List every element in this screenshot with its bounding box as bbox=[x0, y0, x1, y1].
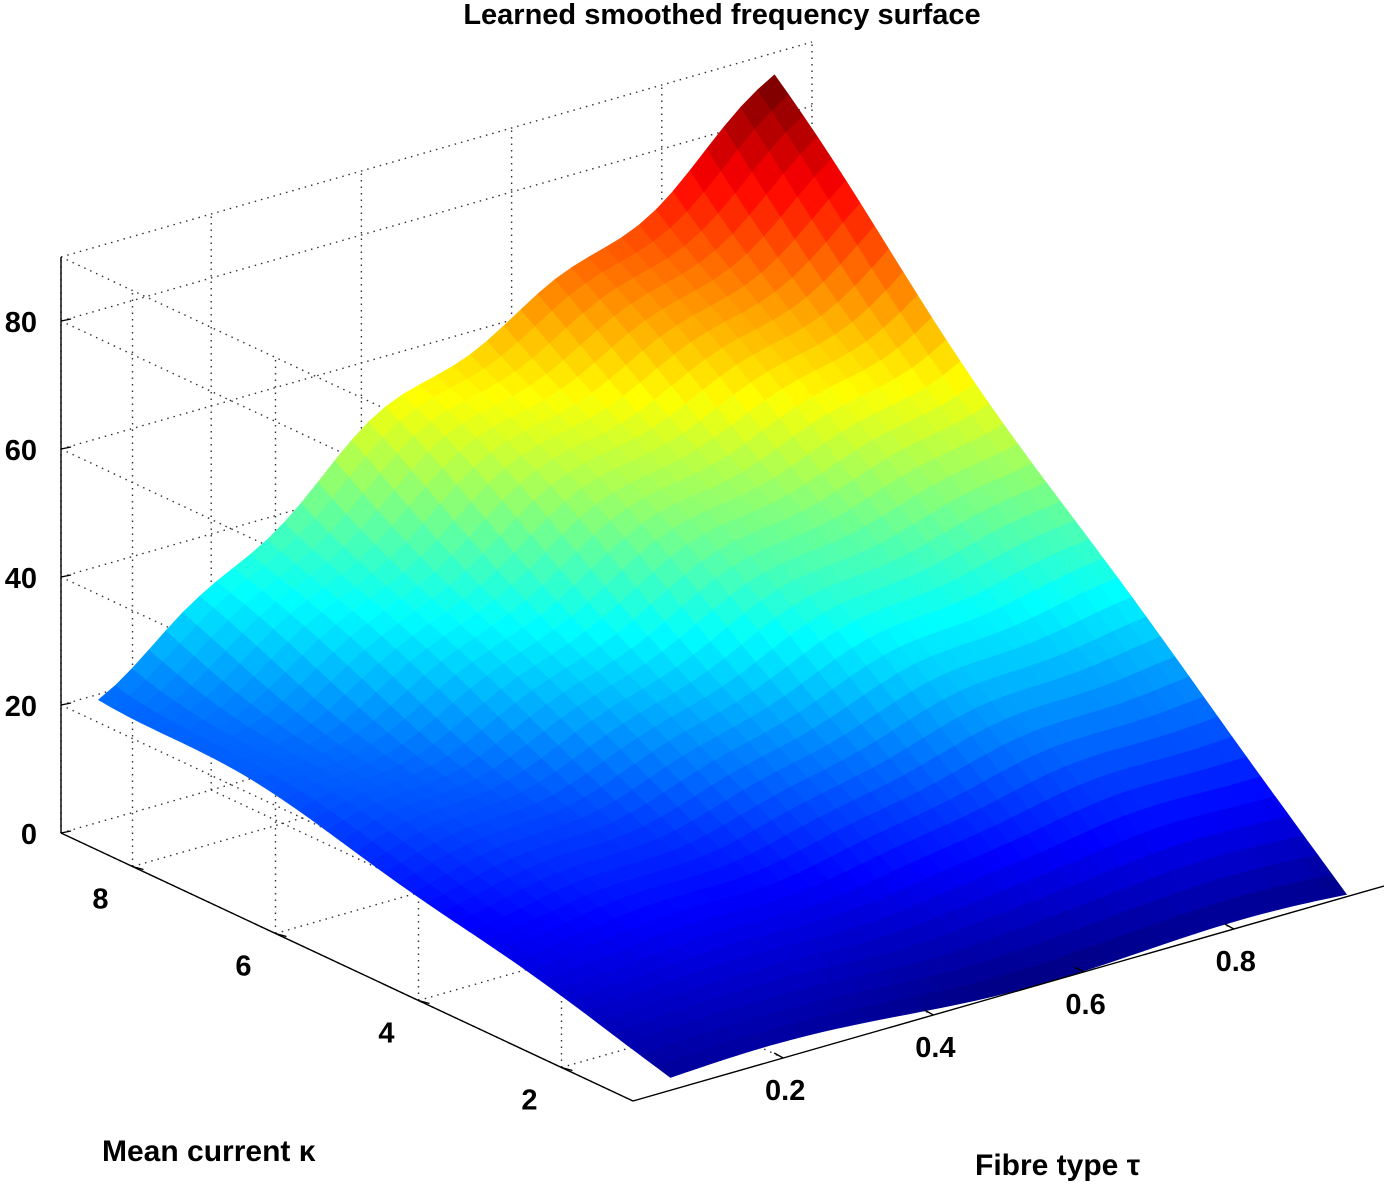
top-edge bbox=[60, 41, 813, 258]
back-wall-grid-z-line bbox=[60, 105, 813, 322]
z-tick-mark bbox=[60, 446, 72, 450]
y-tick-label: 8 bbox=[92, 884, 108, 916]
y-axis-line bbox=[60, 832, 634, 1102]
x-tick-label: 0.4 bbox=[915, 1032, 955, 1064]
x-axis-label: Fibre type τ bbox=[975, 1149, 1140, 1182]
x-tick-mark bbox=[773, 1052, 784, 1059]
y-axis-label: Mean current κ bbox=[102, 1135, 316, 1168]
y-tick-mark bbox=[132, 865, 144, 871]
x-tick-mark bbox=[1074, 966, 1084, 973]
z-tick-label: 60 bbox=[5, 435, 37, 467]
z-tick-label: 80 bbox=[5, 307, 37, 339]
x-axis-line bbox=[632, 885, 1384, 1102]
chart-title: Learned smoothed frequency surface bbox=[463, 0, 980, 31]
y-tick-mark bbox=[275, 932, 287, 938]
z-tick-label: 20 bbox=[5, 691, 37, 723]
surface-patch bbox=[1314, 874, 1348, 899]
z-tick-label: 0 bbox=[21, 819, 37, 851]
y-tick-label: 4 bbox=[378, 1018, 394, 1050]
x-tick-mark bbox=[1224, 923, 1235, 930]
z-tick-mark bbox=[60, 574, 72, 578]
z-tick-mark bbox=[60, 318, 72, 322]
y-tick-label: 2 bbox=[521, 1085, 537, 1117]
z-tick-label: 40 bbox=[5, 563, 37, 595]
z-tick-mark bbox=[60, 702, 72, 706]
x-tick-label: 0.6 bbox=[1065, 989, 1105, 1021]
x-tick-label: 0.8 bbox=[1216, 946, 1256, 978]
x-tick-label: 0.2 bbox=[765, 1075, 805, 1107]
surface-mesh bbox=[97, 74, 1348, 1078]
x-tick-mark bbox=[924, 1009, 934, 1016]
y-tick-mark bbox=[418, 999, 430, 1005]
z-tick-mark bbox=[60, 830, 72, 834]
y-tick-label: 6 bbox=[235, 951, 251, 983]
y-tick-mark bbox=[561, 1066, 573, 1072]
